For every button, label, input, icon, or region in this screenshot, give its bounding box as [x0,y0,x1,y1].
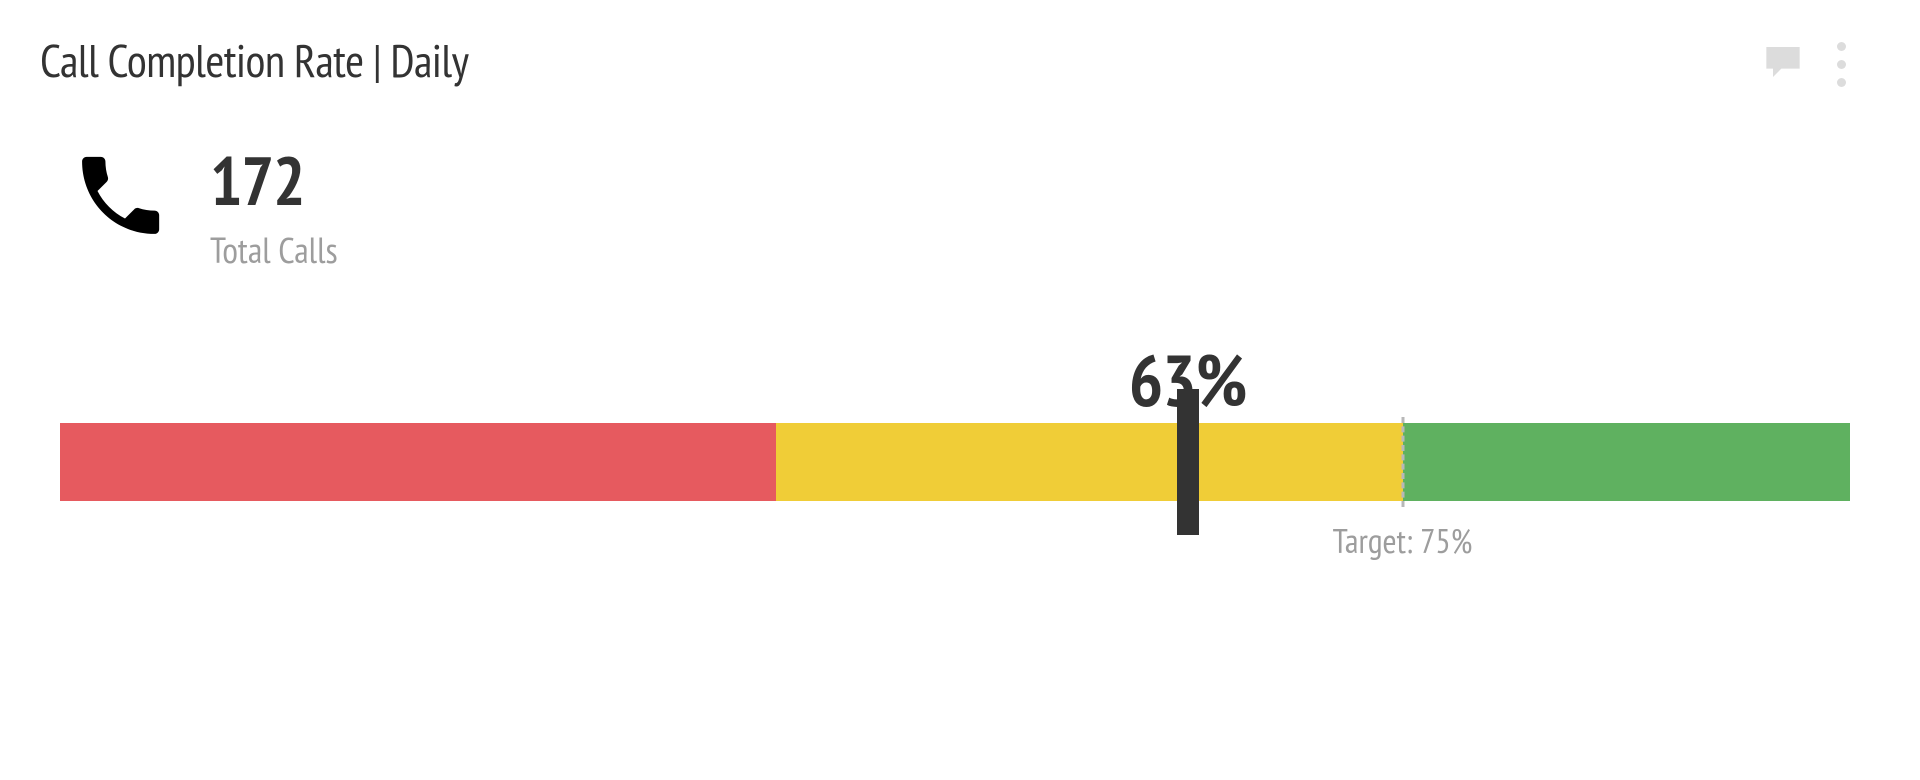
gauge-segment [1403,423,1851,501]
gauge-segment [60,423,776,501]
metric-text: 172 Total Calls [210,146,338,273]
more-menu-icon[interactable] [1833,38,1850,91]
gauge-marker [1177,389,1199,535]
card-header: Call Completion Rate | Daily [40,30,1860,91]
comment-icon[interactable] [1761,42,1805,87]
card-title: Call Completion Rate | Daily [40,30,468,90]
gauge-segment [776,423,1403,501]
metric-value: 172 [210,146,338,214]
gauge-target-line [1401,417,1404,507]
gauge-target-label: Target: 75% [1333,519,1473,563]
gauge-bar [60,423,1850,501]
metric-block: 172 Total Calls [70,146,1860,273]
metric-label: Total Calls [210,226,338,273]
bullet-gauge: 63% Target: 75% [60,423,1850,501]
phone-icon [70,146,170,251]
kpi-card: Call Completion Rate | Daily 172 Total C… [0,0,1920,780]
card-actions [1761,30,1860,91]
